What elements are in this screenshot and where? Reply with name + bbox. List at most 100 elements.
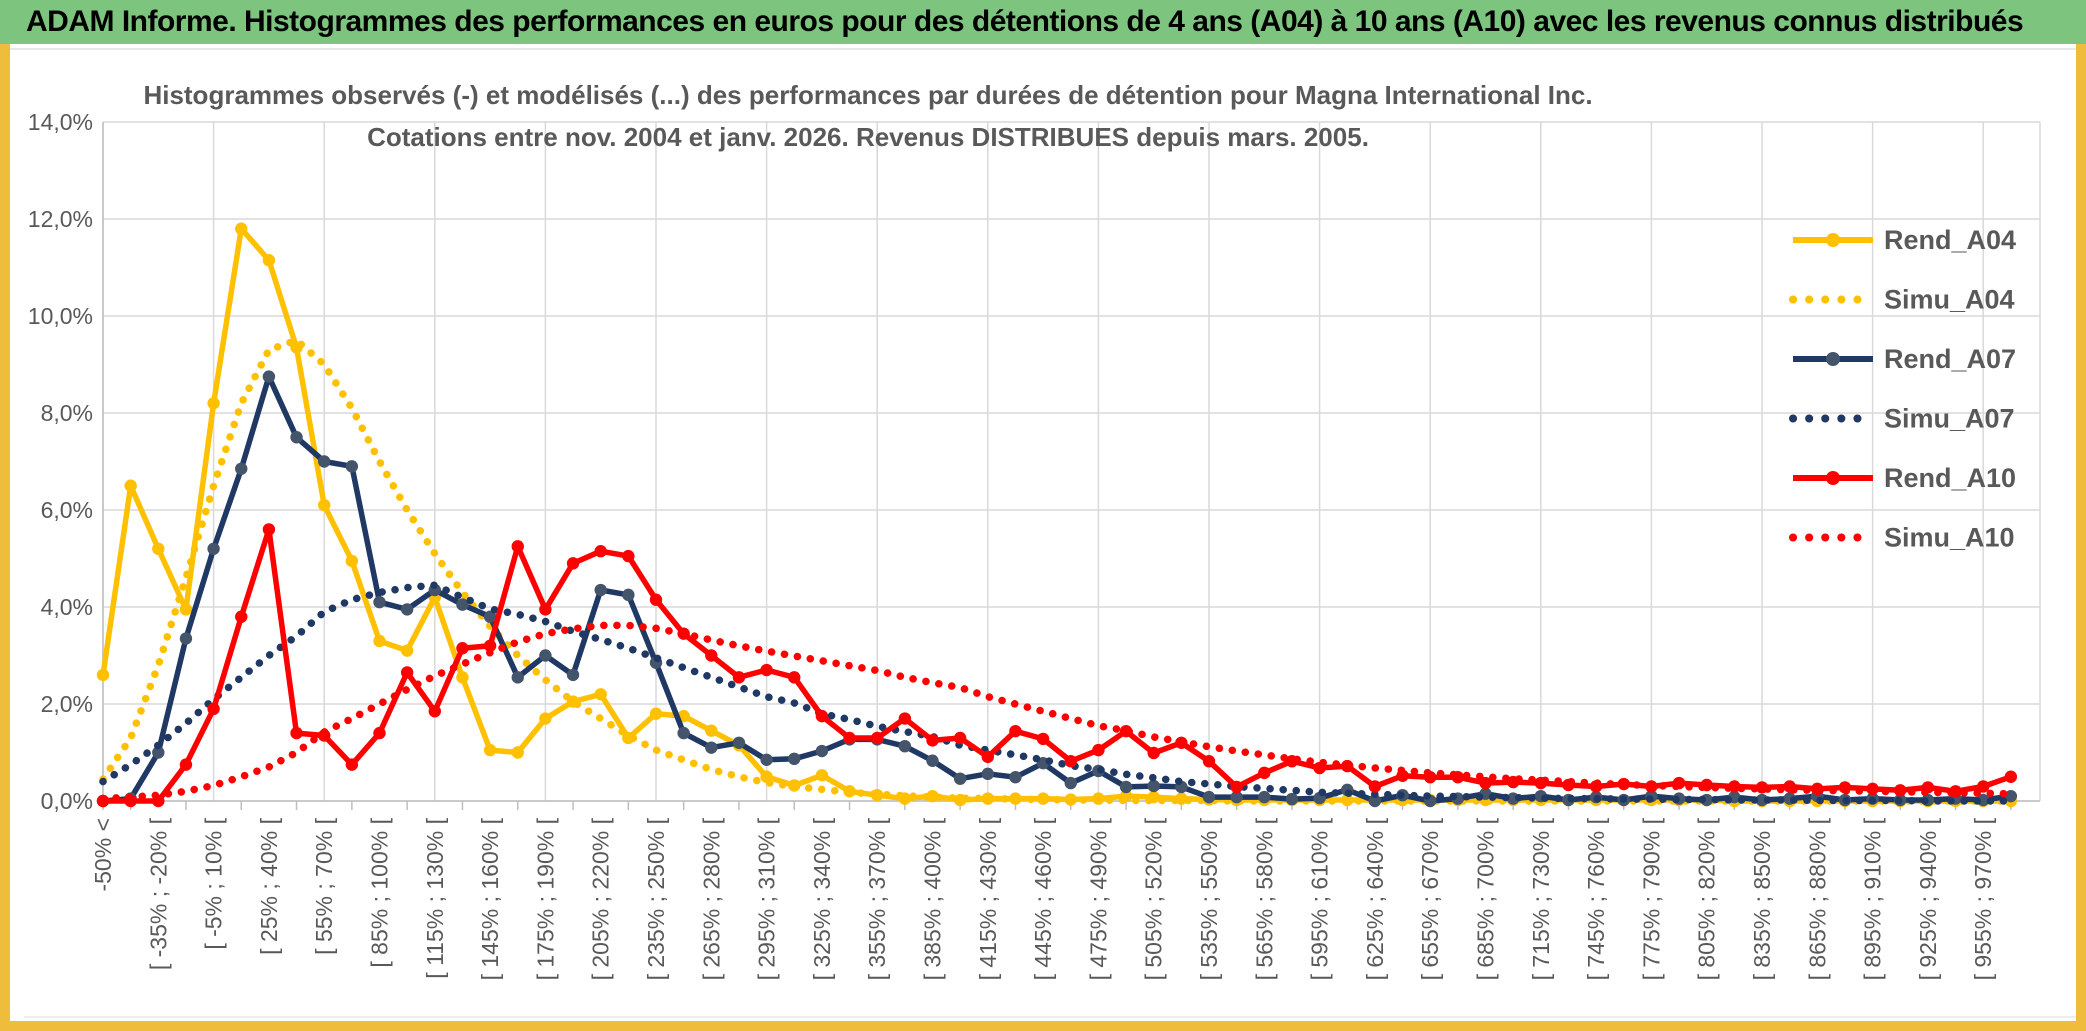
marker-Rend_A04 [318, 498, 331, 512]
marker-Rend_A10 [1258, 766, 1271, 780]
marker-Rend_A10 [871, 731, 884, 745]
frame-bottom-strip [0, 1021, 2086, 1031]
legend-marker-icon [1826, 471, 1840, 485]
marker-Rend_A10 [981, 750, 994, 764]
marker-Rend_A07 [1368, 794, 1382, 808]
y-axis-tick-label: 14,0% [28, 109, 93, 135]
y-axis-tick-label: 10,0% [28, 303, 93, 329]
series-line-Rend_A07 [102, 373, 2012, 804]
x-axis-tick-label: -50% < [90, 818, 116, 892]
x-axis-tick-label: [ 595% ; 610% [ [1307, 817, 1333, 980]
marker-Rend_A10 [1036, 732, 1050, 746]
marker-Rend_A07 [1064, 776, 1077, 790]
marker-Rend_A07 [677, 726, 690, 740]
legend-label: Rend_A10 [1884, 463, 2016, 493]
marker-Rend_A10 [788, 671, 801, 684]
legend-marker-icon [1826, 352, 1840, 366]
frame-right-strip [2076, 44, 2086, 1031]
legend-entry-Simu_A04: Simu_A04 [1789, 285, 2015, 315]
marker-Rend_A04 [649, 707, 663, 720]
marker-Rend_A04 [373, 634, 386, 648]
x-axis-tick-label: [ 85% ; 100% [ [367, 817, 393, 967]
marker-Rend_A10 [566, 557, 580, 570]
legend-entry-Rend_A04: Rend_A04 [1793, 225, 2016, 255]
marker-Rend_A07 [318, 455, 331, 468]
x-axis-tick-label: [ 835% ; 850% [ [1749, 817, 1775, 980]
x-axis-tick-label: [ 235% ; 250% [ [643, 817, 669, 980]
marker-Rend_A07 [953, 772, 967, 785]
marker-Rend_A07 [1285, 792, 1299, 806]
y-axis-tick-label: 4,0% [41, 594, 93, 620]
marker-Rend_A07 [179, 632, 193, 645]
x-axis-tick-label: [ 385% ; 400% [ [920, 817, 946, 980]
marker-Rend_A10 [705, 649, 718, 662]
x-axis-tick-label: [ 445% ; 460% [ [1030, 817, 1056, 980]
marker-Rend_A10 [1479, 776, 1492, 790]
marker-Rend_A07 [400, 603, 414, 616]
series-line-Simu_A04 [99, 336, 2015, 805]
marker-Rend_A07 [898, 739, 912, 753]
marker-Rend_A07 [981, 767, 994, 781]
x-axis-tick-label: [ 325% ; 340% [ [809, 817, 835, 980]
x-axis-tick-label: [ 745% ; 760% [ [1583, 817, 1609, 980]
x-axis-tick-label: [ 775% ; 790% [ [1638, 817, 1664, 980]
bottom-divider [24, 1016, 2076, 1018]
marker-Rend_A07 [483, 610, 497, 623]
marker-Rend_A07 [1755, 793, 1769, 807]
x-axis-tick-label: [ 355% ; 370% [ [864, 817, 890, 980]
marker-Rend_A07 [235, 462, 248, 475]
x-axis-tick-label: [ 25% ; 40% [ [256, 817, 282, 954]
marker-Rend_A07 [262, 370, 276, 383]
marker-Rend_A07 [345, 460, 359, 473]
marker-Rend_A07 [373, 595, 386, 609]
marker-Rend_A10 [732, 671, 746, 684]
marker-Rend_A04 [152, 542, 165, 555]
marker-Rend_A07 [152, 746, 165, 759]
marker-Rend_A10 [815, 709, 829, 723]
marker-Rend_A07 [566, 668, 580, 682]
series-line-Simu_A07 [99, 581, 2015, 805]
y-axis-tick-label: 6,0% [41, 497, 93, 523]
marker-Rend_A07 [1119, 780, 1133, 794]
marker-Rend_A10 [1977, 780, 1990, 793]
legend-label: Simu_A04 [1884, 285, 2015, 315]
marker-Rend_A07 [1009, 771, 1022, 784]
marker-Rend_A10 [953, 731, 967, 745]
chart-title-line2: Cotations entre nov. 2004 et janv. 2026.… [367, 122, 1369, 152]
x-axis-tick-label: [ 115% ; 130% [ [422, 817, 448, 978]
marker-Rend_A07 [2004, 789, 2018, 803]
x-axis-tick-label: [ 145% ; 160% [ [477, 817, 503, 980]
marker-Rend_A10 [373, 726, 386, 740]
legend-label: Rend_A07 [1884, 344, 2016, 374]
marker-Rend_A07 [926, 754, 939, 767]
marker-Rend_A04 [815, 769, 829, 782]
marker-Rend_A04 [400, 644, 414, 657]
x-axis-tick-label: [ 625% ; 640% [ [1362, 817, 1388, 980]
marker-Rend_A04 [262, 254, 276, 267]
x-axis-tick-label: [ 55% ; 70% [ [311, 817, 337, 954]
header-divider [10, 48, 2076, 50]
marker-Rend_A07 [622, 588, 635, 602]
marker-Rend_A04 [511, 746, 524, 759]
marker-Rend_A04 [926, 789, 939, 803]
marker-Rend_A04 [179, 603, 193, 616]
marker-Rend_A10 [428, 705, 441, 718]
marker-Rend_A07 [511, 671, 524, 684]
marker-Rend_A04 [235, 222, 248, 235]
marker-Rend_A10 [456, 642, 469, 655]
marker-Rend_A07 [207, 542, 220, 555]
marker-Rend_A07 [705, 741, 718, 754]
chart-title-line1: Histogrammes observés (-) et modélisés (… [143, 80, 1592, 110]
x-axis-tick-label: [ 715% ; 730% [ [1528, 817, 1554, 980]
marker-Rend_A10 [539, 603, 552, 616]
marker-Rend_A10 [207, 702, 220, 716]
y-axis-tick-label: 2,0% [41, 691, 93, 717]
marker-Rend_A10 [1009, 724, 1022, 738]
marker-Rend_A10 [235, 610, 248, 623]
x-axis-tick-label: [ 415% ; 430% [ [975, 817, 1001, 980]
marker-Rend_A10 [1147, 746, 1160, 760]
x-axis-tick-label: [ 175% ; 190% [ [532, 817, 558, 980]
marker-Rend_A07 [760, 753, 773, 766]
